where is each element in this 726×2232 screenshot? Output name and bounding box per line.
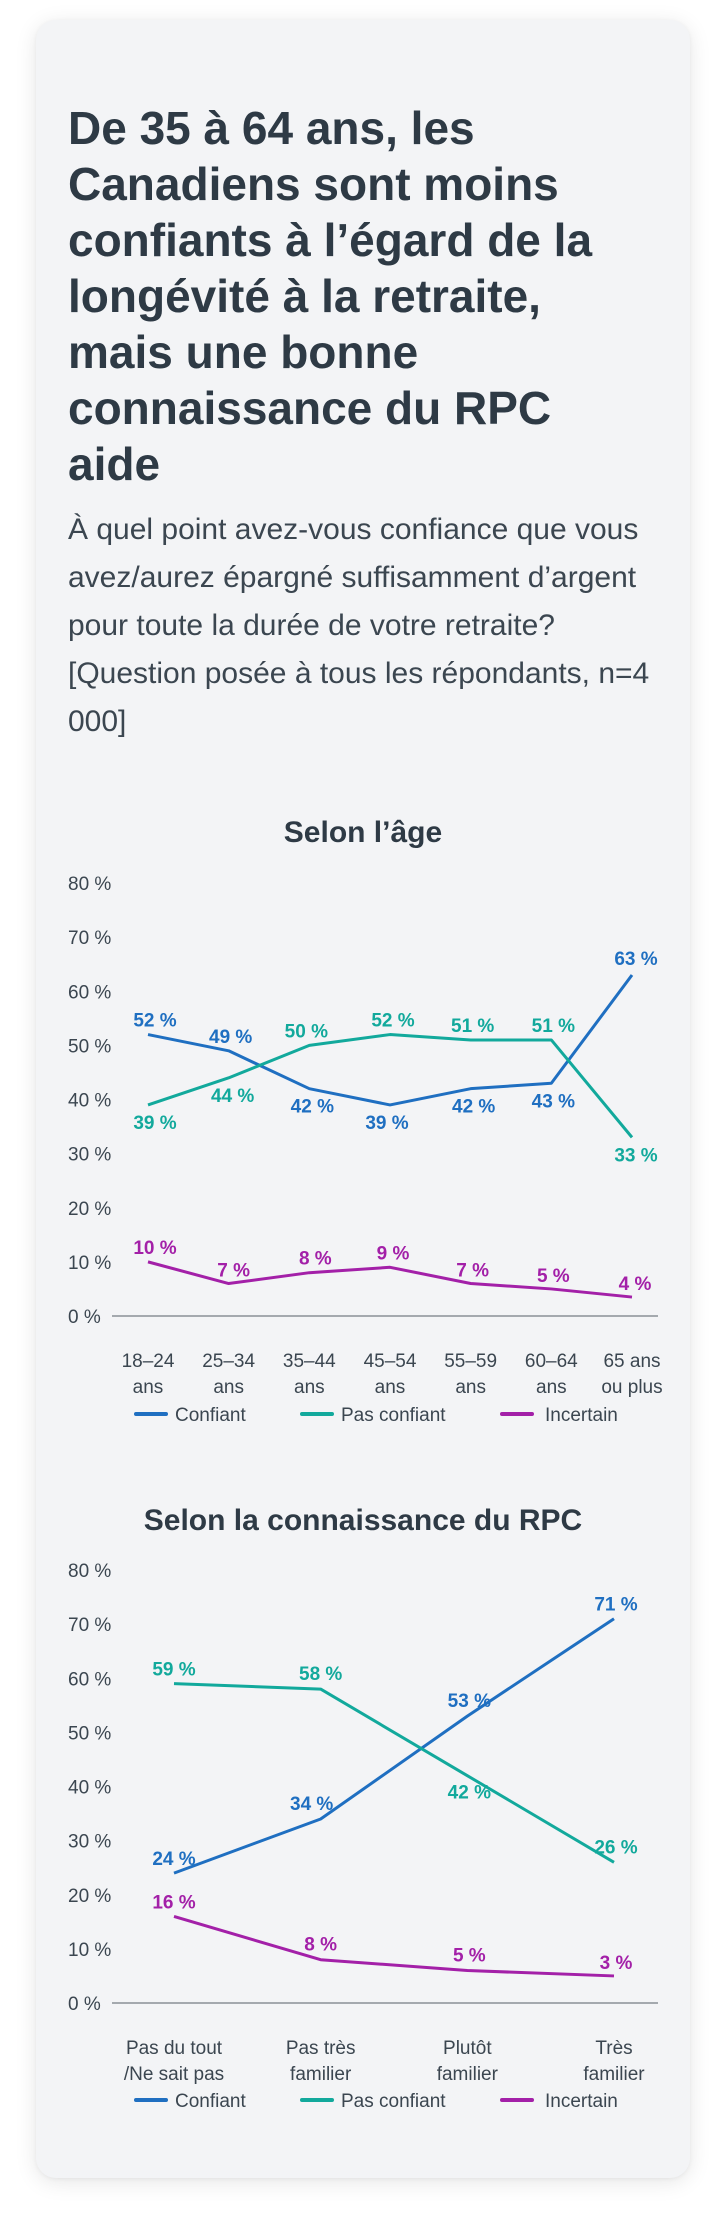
x-category-label: 45–54 ans bbox=[364, 1351, 417, 1398]
data-label-confiant: 52 % bbox=[133, 1011, 176, 1032]
data-label-confiant: 24 % bbox=[152, 1849, 195, 1870]
y-tick-label: 30 % bbox=[68, 1832, 111, 1853]
x-category-label: Très familier bbox=[583, 2038, 645, 2085]
data-label-pas_confiant: 44 % bbox=[211, 1086, 254, 1107]
y-tick-label: 0 % bbox=[68, 1994, 101, 2015]
data-label-incertain: 9 % bbox=[377, 1243, 410, 1264]
data-label-confiant: 63 % bbox=[614, 949, 657, 970]
data-label-incertain: 16 % bbox=[152, 1892, 195, 1913]
x-category-label: 25–34 ans bbox=[202, 1351, 255, 1398]
data-label-pas_confiant: 33 % bbox=[614, 1145, 657, 1166]
data-label-confiant: 34 % bbox=[290, 1794, 333, 1815]
y-tick-label: 20 % bbox=[68, 1886, 111, 1907]
data-label-confiant: 53 % bbox=[448, 1691, 491, 1712]
y-tick-label: 50 % bbox=[68, 1036, 111, 1057]
x-category-label: 65 ans ou plus bbox=[601, 1351, 662, 1398]
data-label-pas_confiant: 51 % bbox=[451, 1016, 494, 1037]
legend-label-pas_confiant: Pas confiant bbox=[341, 2091, 446, 2108]
x-category-label: Pas très familier bbox=[286, 2038, 356, 2085]
y-tick-label: 70 % bbox=[68, 928, 111, 949]
y-tick-label: 50 % bbox=[68, 1723, 111, 1744]
data-label-confiant: 42 % bbox=[452, 1097, 495, 1118]
data-label-pas_confiant: 50 % bbox=[285, 1021, 328, 1042]
x-category-label: 18–24 ans bbox=[122, 1351, 175, 1398]
data-label-confiant: 43 % bbox=[532, 1091, 575, 1112]
data-label-pas_confiant: 52 % bbox=[371, 1011, 414, 1032]
y-tick-label: 60 % bbox=[68, 1669, 111, 1690]
x-category-label: Plutôt familier bbox=[437, 2038, 499, 2085]
data-label-incertain: 3 % bbox=[600, 1953, 633, 1974]
page-subtitle: À quel point avez-vous confiance que vou… bbox=[68, 513, 650, 738]
legend-label-confiant: Confiant bbox=[175, 1405, 246, 1426]
y-tick-label: 80 % bbox=[68, 1561, 111, 1582]
y-tick-label: 10 % bbox=[68, 1253, 111, 1274]
data-label-pas_confiant: 26 % bbox=[594, 1837, 637, 1858]
series-line-confiant bbox=[147, 974, 634, 1107]
legend-label-incertain: Incertain bbox=[545, 1405, 618, 1426]
y-tick-label: 30 % bbox=[68, 1145, 111, 1166]
x-category-label: 60–64 ans bbox=[525, 1351, 578, 1398]
series-line-confiant bbox=[173, 1617, 615, 1875]
rpc-line-chart: 0 % 10 % 20 % 30 % 40 % 50 % 60 % 70 % 80 % Pas d… bbox=[68, 1561, 658, 2108]
series-line-pas_confiant bbox=[173, 1682, 615, 1864]
y-tick-label: 20 % bbox=[68, 1199, 111, 1220]
data-label-confiant: 39 % bbox=[365, 1113, 408, 1134]
chart-title-rpc: Selon la connaissance du RPC bbox=[143, 1504, 583, 1537]
y-tick-label: 60 % bbox=[68, 982, 111, 1003]
y-tick-label: 80 % bbox=[68, 874, 111, 895]
data-label-pas_confiant: 42 % bbox=[448, 1783, 491, 1804]
x-category-label: 35–44 ans bbox=[283, 1351, 336, 1398]
legend-label-pas_confiant: Pas confiant bbox=[341, 1405, 446, 1426]
data-label-incertain: 4 % bbox=[619, 1274, 652, 1295]
series-line-pas_confiant bbox=[147, 1033, 634, 1139]
x-category-label: 55–59 ans bbox=[444, 1351, 497, 1398]
series-line-incertain bbox=[147, 1260, 633, 1299]
series-line-incertain bbox=[173, 1914, 615, 1978]
data-label-pas_confiant: 59 % bbox=[152, 1660, 195, 1681]
page-title: De 35 à 64 ans, les Canadiens sont moins… bbox=[68, 102, 593, 490]
x-category-label: Pas du tout/Ne sait pas bbox=[124, 2038, 224, 2085]
data-label-incertain: 5 % bbox=[537, 1266, 570, 1287]
legend-label-incertain: Incertain bbox=[545, 2091, 618, 2108]
data-label-incertain: 5 % bbox=[453, 1946, 486, 1967]
y-tick-label: 40 % bbox=[68, 1091, 111, 1112]
data-label-pas_confiant: 51 % bbox=[532, 1016, 575, 1037]
age-line-chart: 0 % 10 % 20 % 30 % 40 % 50 % 60 % 70 % 80 % 18–24… bbox=[68, 874, 663, 1426]
data-label-confiant: 71 % bbox=[594, 1595, 637, 1616]
data-label-incertain: 10 % bbox=[133, 1238, 176, 1259]
y-tick-label: 10 % bbox=[68, 1940, 111, 1961]
data-label-pas_confiant: 39 % bbox=[133, 1113, 176, 1134]
y-tick-label: 0 % bbox=[68, 1307, 101, 1328]
y-tick-label: 70 % bbox=[68, 1615, 111, 1636]
chart-title-age: Selon l’âge bbox=[283, 816, 443, 849]
data-label-pas_confiant: 58 % bbox=[299, 1664, 342, 1685]
data-label-confiant: 42 % bbox=[291, 1097, 334, 1118]
legend-label-confiant: Confiant bbox=[175, 2091, 246, 2108]
data-label-incertain: 8 % bbox=[299, 1249, 332, 1270]
data-label-incertain: 8 % bbox=[304, 1935, 337, 1956]
data-label-incertain: 7 % bbox=[456, 1261, 489, 1282]
data-label-incertain: 7 % bbox=[217, 1261, 250, 1282]
y-tick-label: 40 % bbox=[68, 1778, 111, 1799]
data-label-confiant: 49 % bbox=[209, 1027, 252, 1048]
